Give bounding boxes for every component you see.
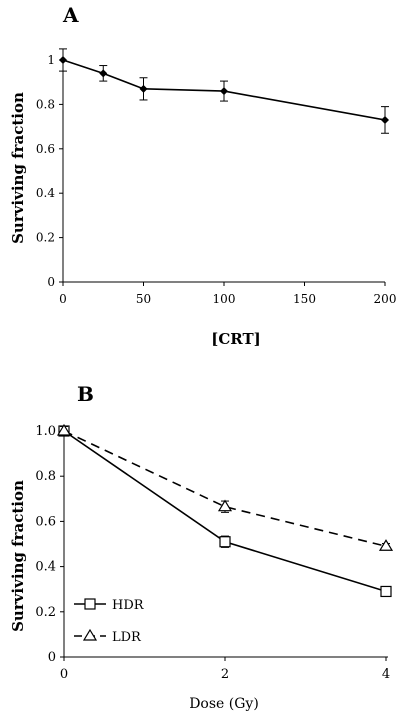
data-point [380, 585, 392, 598]
y-tick-label: 0.4 [36, 186, 55, 200]
data-point [378, 539, 394, 551]
panel-a-x-ticks: 0 50 100 150 200 [59, 282, 396, 306]
y-tick-label: 0.4 [35, 560, 56, 575]
y-tick-label: 0.8 [35, 469, 56, 484]
data-point [220, 87, 228, 96]
y-tick-label: 0.6 [35, 514, 56, 529]
y-tick-label: 0.6 [36, 142, 55, 156]
y-tick-label: 0.2 [36, 231, 55, 245]
data-point [217, 499, 233, 512]
legend-item-ldr: LDR [74, 628, 142, 645]
panel-b-letter: B [77, 382, 94, 406]
panel-a-letter: A [62, 3, 79, 27]
x-tick-label: 50 [136, 292, 151, 306]
panel-b-legend: HDR LDR [74, 598, 145, 645]
panel-a-y-axis-title: Surviving fraction [9, 92, 27, 244]
panel-a-plot [59, 48, 389, 134]
y-tick-label: 1.0 [35, 424, 56, 439]
panel-b-plot [56, 423, 394, 598]
series-hdr [58, 425, 392, 598]
panel-b-y-axis-title: Surviving fraction [9, 480, 27, 632]
legend-marker [84, 598, 96, 610]
y-tick-label: 0.2 [35, 605, 56, 620]
x-tick-label: 2 [221, 667, 229, 682]
panel-a-y-ticks: 0 0.2 0.4 0.6 0.8 1 [36, 53, 63, 289]
x-tick-label: 0 [59, 292, 67, 306]
x-tick-label: 100 [213, 292, 236, 306]
y-tick-label: 1 [47, 53, 55, 67]
data-point [99, 69, 108, 78]
panel-b-x-axis-title: Dose (Gy) [189, 696, 259, 712]
panel-a-x-axis-title: [CRT] [211, 330, 261, 348]
legend-marker [82, 628, 98, 641]
panel-b-x-ticks: 0 2 4 [60, 657, 390, 682]
legend-item-hdr: HDR [74, 598, 145, 613]
data-point [139, 84, 148, 93]
data-point [59, 56, 67, 64]
y-tick-label: 0 [48, 650, 56, 665]
series-line [63, 430, 387, 548]
x-tick-label: 0 [60, 667, 68, 682]
x-tick-label: 200 [374, 292, 397, 306]
legend-label: HDR [112, 598, 145, 613]
panel-b: B 0 0.2 0.4 0.6 0.8 1.0 0 2 4 HDR LDR Surviving … [9, 382, 394, 712]
data-point [219, 536, 231, 548]
series-ldr [56, 423, 394, 551]
data-point [381, 115, 389, 124]
y-tick-label: 0.8 [36, 97, 55, 111]
data-point [56, 423, 72, 436]
x-tick-label: 4 [382, 667, 390, 682]
y-tick-label: 0 [47, 275, 55, 289]
legend-label: LDR [112, 630, 142, 645]
series-0 [59, 48, 389, 134]
x-tick-label: 150 [293, 292, 316, 306]
panel-b-y-ticks: 0 0.2 0.4 0.6 0.8 1.0 [35, 424, 64, 665]
panel-a: A 0 0.2 0.4 0.6 0.8 1 0 50 100 150 200 Surviving … [9, 3, 396, 348]
